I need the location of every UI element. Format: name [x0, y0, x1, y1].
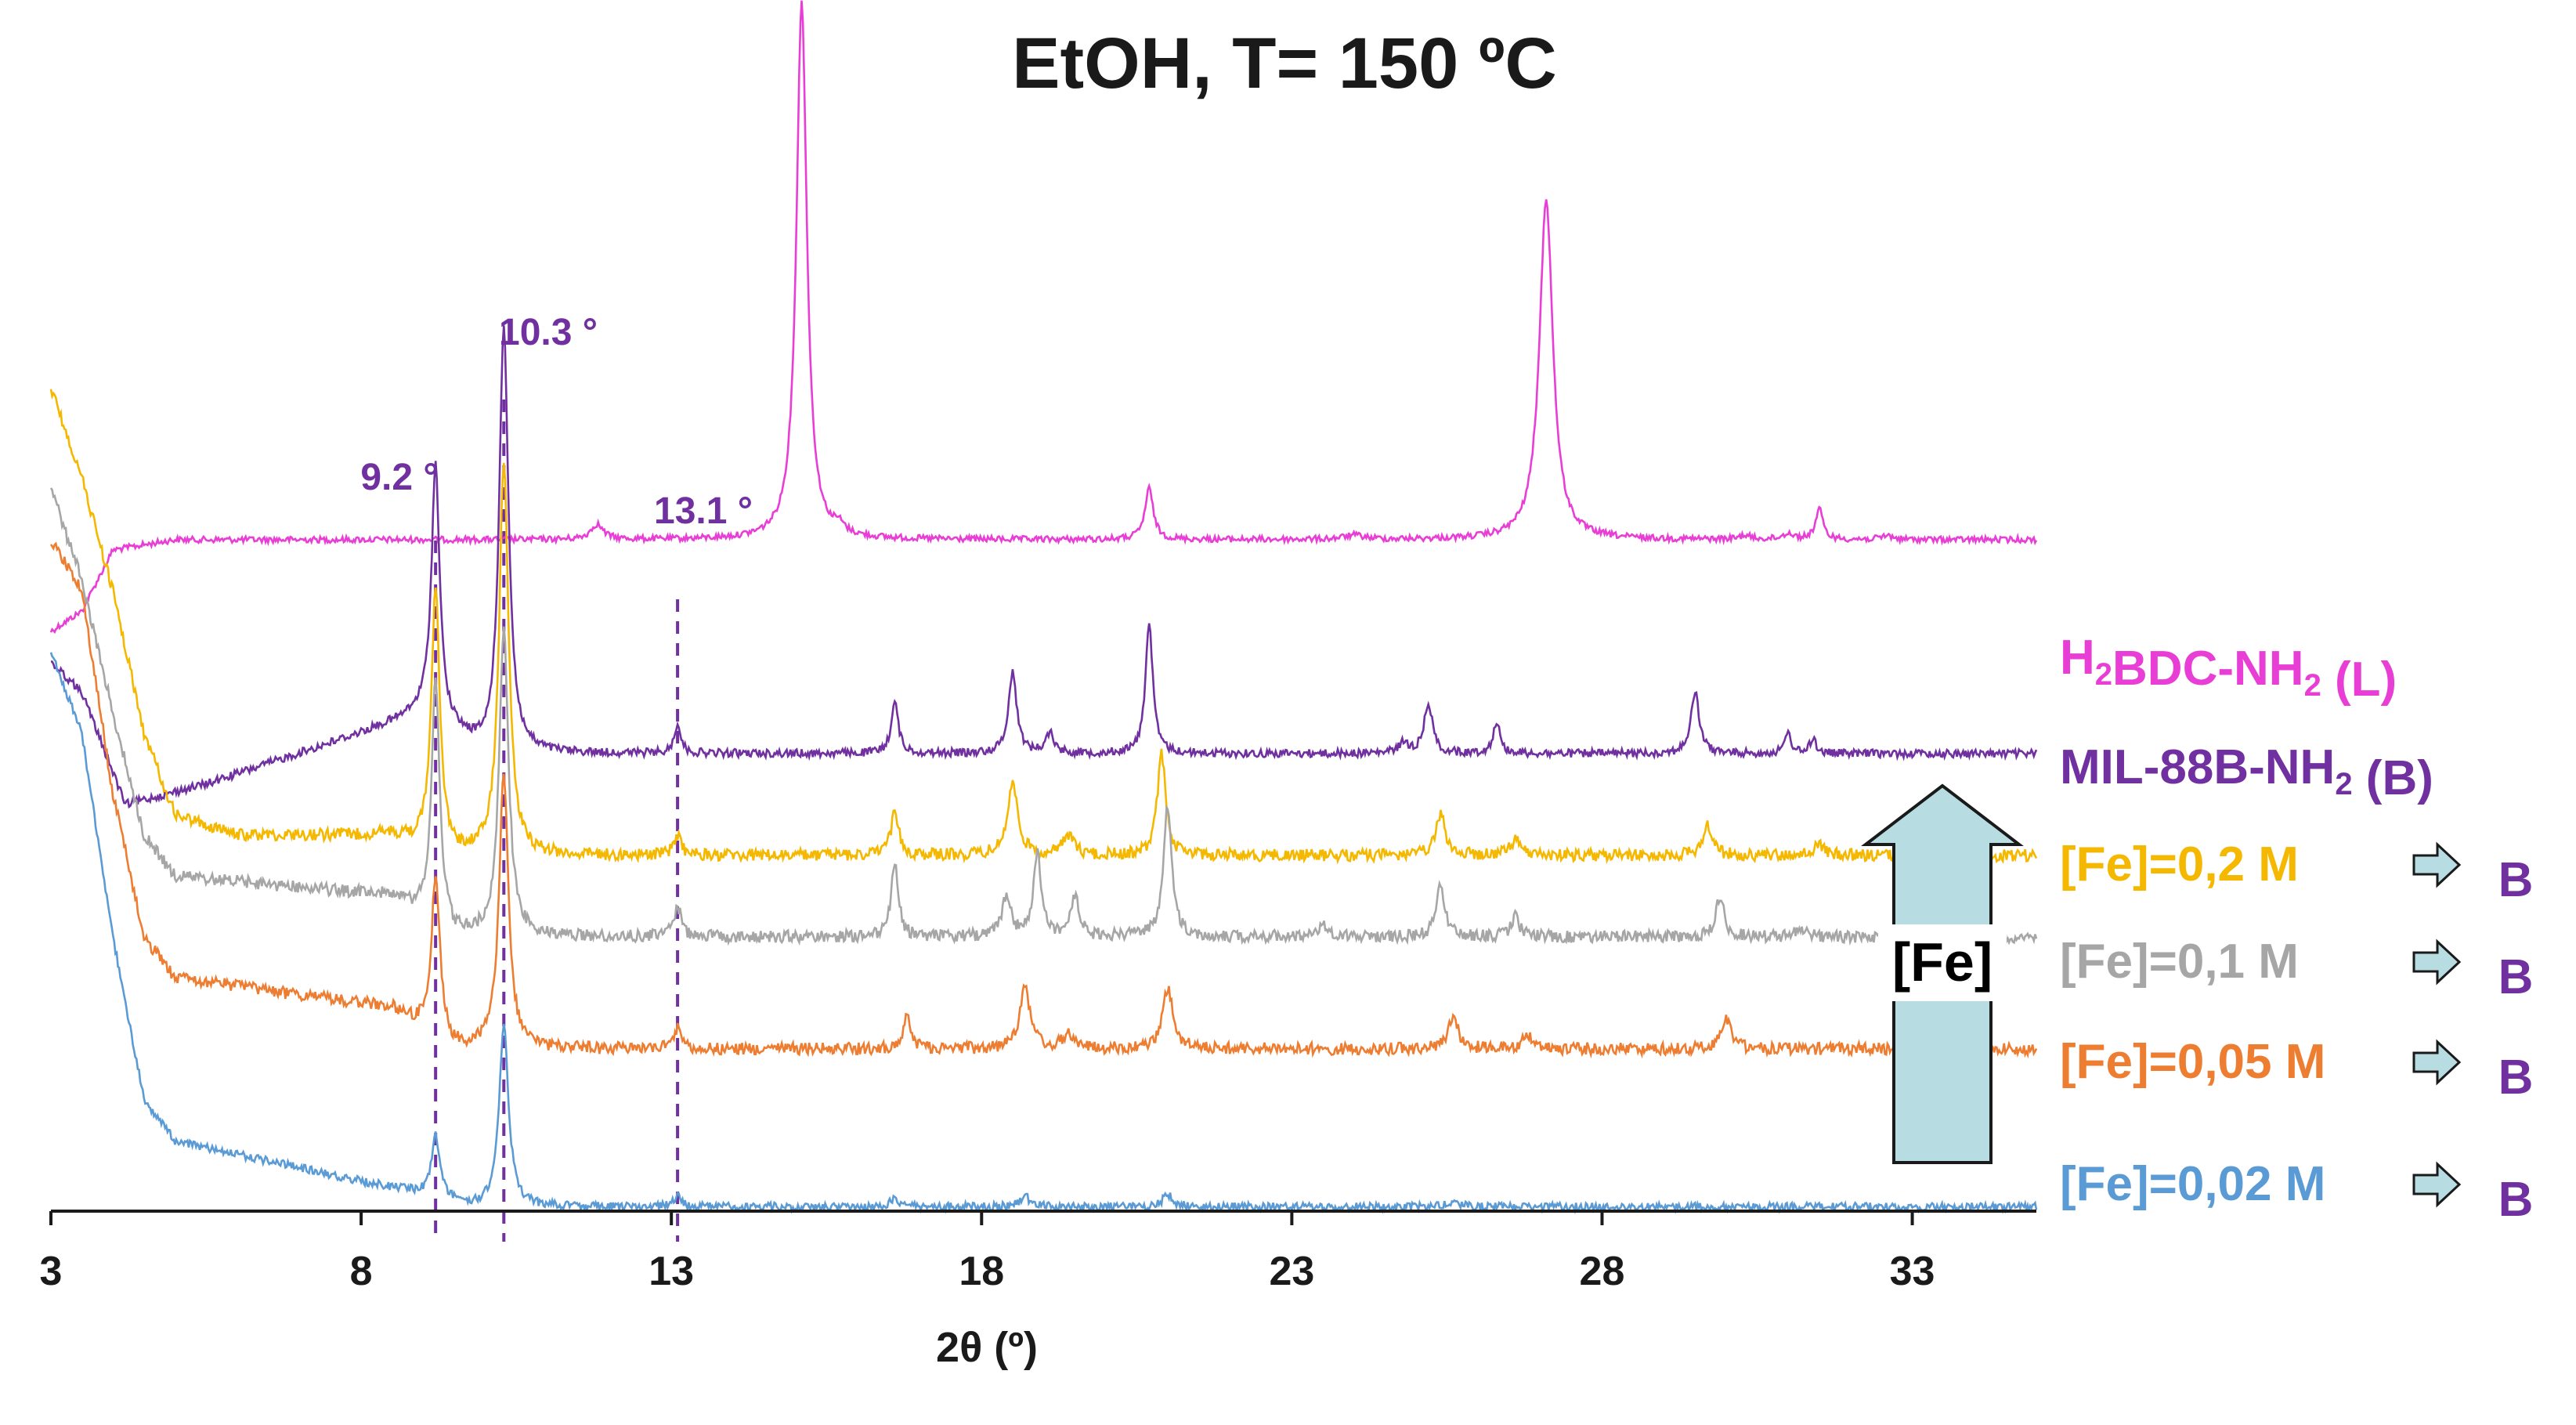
right-arrow-icon [2412, 939, 2462, 986]
x-tick-label: 33 [1890, 1249, 1935, 1294]
label-subscript: 2 [2304, 668, 2321, 703]
xrd-pattern-line [49, 0, 2038, 635]
reference-lines: 9.2 ° 10.3 ° 13.1 ° [360, 312, 753, 1242]
chart-title: EtOH, T= 150 ºC [1012, 24, 1557, 103]
series-labels: H2BDC-NH2 (L)MIL-88B-NH2 (B)[Fe]=0,2 M B[… [2060, 631, 2533, 1227]
label-text: MIL-88B-NH [2060, 740, 2335, 794]
x-tick-label: 18 [959, 1249, 1004, 1294]
label-text: (B) [2353, 751, 2433, 805]
label-text: [Fe]=0,02 M [2060, 1157, 2325, 1211]
x-tick-label: 3 [40, 1249, 63, 1294]
x-tick-label: 13 [649, 1249, 694, 1294]
x-tick-label: 8 [350, 1249, 373, 1294]
xrd-pattern-line [51, 325, 2038, 809]
x-tick-label: 28 [1580, 1249, 1625, 1294]
series-label: H2BDC-NH2 (L) [2060, 631, 2397, 707]
right-arrow-icon [2412, 1161, 2462, 1208]
right-arrow-icon [2412, 841, 2462, 888]
series-label: MIL-88B-NH2 (B) [2060, 740, 2433, 805]
product-label: B [2498, 1173, 2534, 1227]
arrow-label-box [1878, 924, 2007, 1001]
product-label: B [2498, 1051, 2534, 1105]
series-label: [Fe]=0,02 M [2060, 1157, 2325, 1211]
label-text: (L) [2321, 653, 2397, 707]
reference-line-label: 10.3 ° [499, 312, 598, 353]
x-ticks: 3 8 13 18 23 28 33 [40, 1211, 1935, 1294]
series-label: [Fe]=0,2 M [2060, 837, 2299, 892]
series-group [49, 0, 2038, 1215]
arrow-label: [Fe] [1892, 931, 1993, 993]
product-label: B [2498, 950, 2534, 1004]
x-tick-label: 23 [1269, 1249, 1314, 1294]
series-label: [Fe]=0,05 M [2060, 1035, 2325, 1089]
x-axis-label: 2θ (º) [936, 1324, 1038, 1371]
product-label: B [2498, 853, 2534, 907]
xrd-pattern-line [49, 652, 2038, 1215]
reference-line-label: 9.2 ° [360, 457, 438, 498]
label-text: BDC-NH [2112, 642, 2304, 696]
xrd-pattern-line [49, 541, 2038, 1059]
label-text: [Fe]=0,2 M [2060, 837, 2299, 892]
xrd-pattern-line [49, 487, 2038, 946]
label-subscript: 2 [2095, 657, 2112, 692]
label-text: [Fe]=0,05 M [2060, 1035, 2325, 1089]
label-text: H [2060, 631, 2095, 685]
xrd-pattern-line [49, 389, 2038, 865]
series-label: [Fe]=0,1 M [2060, 935, 2299, 989]
right-arrow-icon [2412, 1039, 2462, 1086]
label-subscript: 2 [2335, 767, 2352, 801]
fe-increase-arrow: [Fe] [1861, 783, 2024, 1164]
label-text: [Fe]=0,1 M [2060, 935, 2299, 989]
reference-line-label: 13.1 ° [654, 490, 753, 532]
